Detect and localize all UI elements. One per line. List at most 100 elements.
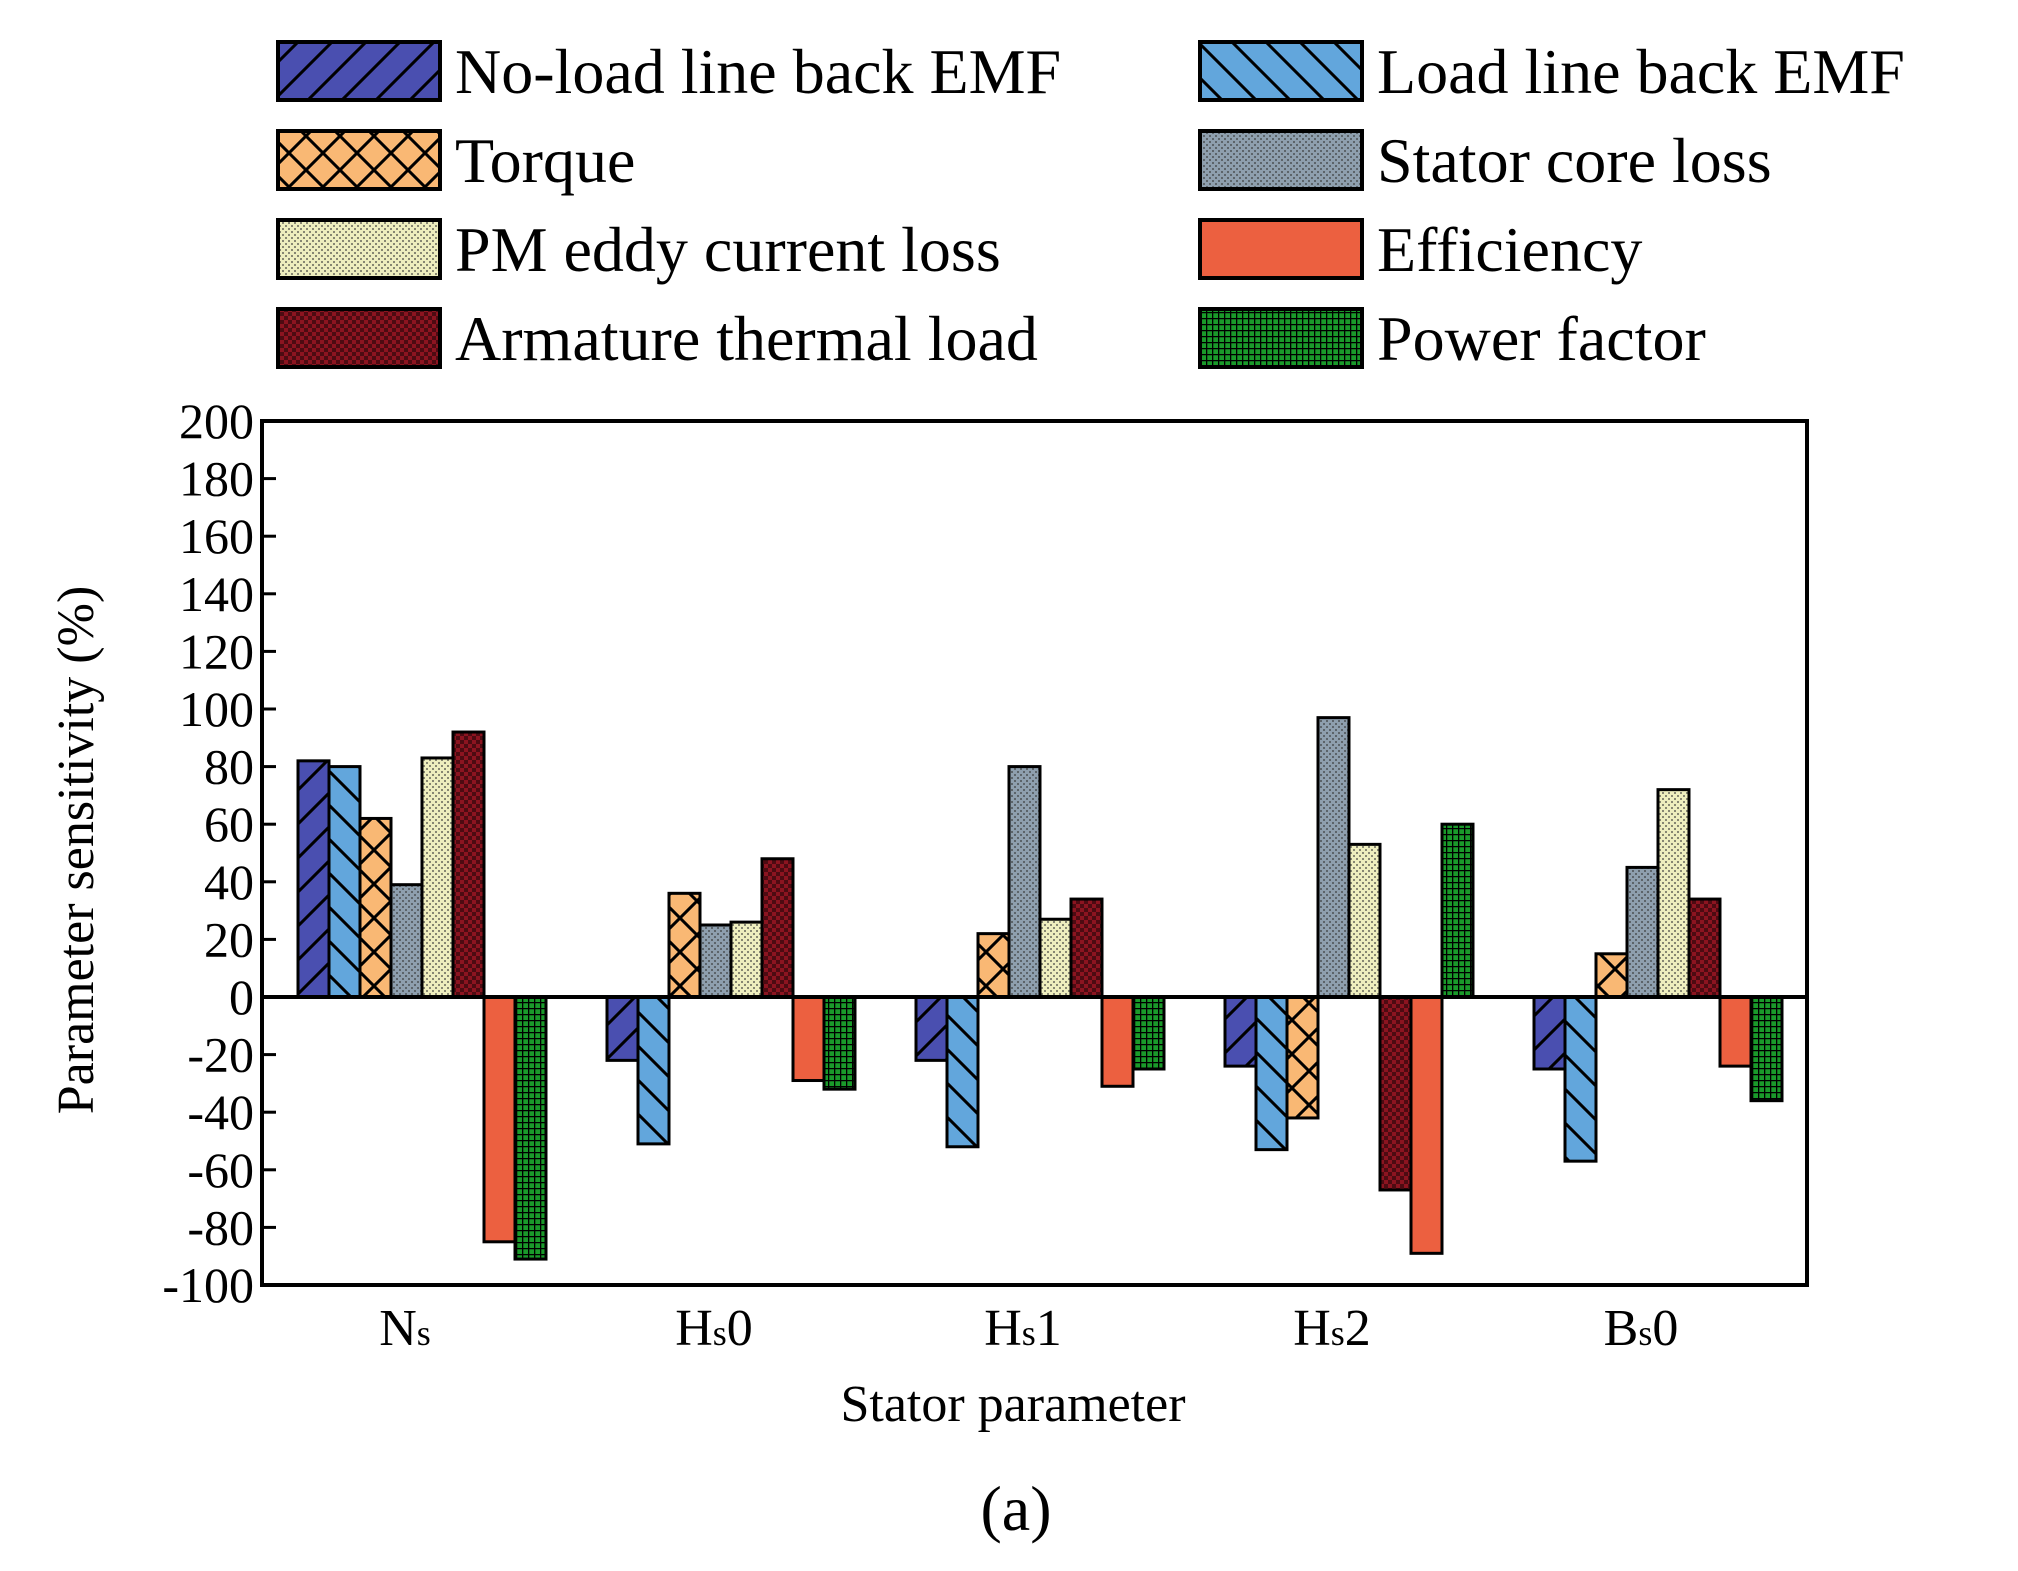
bar xyxy=(791,995,826,1083)
y-tick-label: -60 xyxy=(187,1142,254,1198)
bar-pattern xyxy=(298,760,329,997)
bar xyxy=(1378,995,1413,1192)
bar-pattern xyxy=(1318,717,1349,997)
x-category-label: Hs1 xyxy=(984,1300,1062,1357)
legend-swatch-pattern xyxy=(278,131,440,189)
bar-fill xyxy=(1411,997,1442,1254)
legend-swatch-outline xyxy=(276,129,442,191)
bar xyxy=(667,891,702,999)
legend-label: Efficiency xyxy=(1377,214,1642,285)
bar-pattern xyxy=(453,732,484,997)
legend-swatch-outline xyxy=(276,40,442,102)
legend-swatch-outline xyxy=(1198,129,1364,191)
bar-pattern xyxy=(1256,997,1287,1150)
y-tick-label: 60 xyxy=(204,796,254,852)
y-tick-label: 0 xyxy=(229,969,254,1025)
legend-label: Torque xyxy=(455,125,635,196)
bar xyxy=(420,756,455,999)
y-tick-label: 140 xyxy=(179,566,254,622)
bar xyxy=(1254,995,1289,1152)
bar xyxy=(451,730,486,999)
bar-pattern xyxy=(607,997,638,1061)
y-axis: 200180160140120100806040200-20-40-60-80-… xyxy=(162,393,276,1313)
plot-frame xyxy=(260,419,1809,1287)
bar-pattern xyxy=(762,858,793,997)
bar-pattern xyxy=(1442,824,1473,997)
legend-item: Stator core loss xyxy=(1198,125,1772,196)
bar-pattern xyxy=(1596,953,1627,997)
legend-swatch-pattern xyxy=(1200,131,1362,189)
bar xyxy=(482,995,517,1244)
y-tick-label: 160 xyxy=(179,508,254,564)
y-tick-label: -100 xyxy=(162,1257,254,1313)
legend-label: No-load line back EMF xyxy=(455,36,1061,107)
bar-fill xyxy=(1720,997,1751,1067)
bar xyxy=(605,995,640,1062)
bar xyxy=(1316,716,1351,999)
x-axis: Ns Hs0 Hs1 Hs2 Bs0 xyxy=(379,1300,1678,1357)
bar xyxy=(389,883,424,999)
bar xyxy=(513,995,548,1261)
bar xyxy=(945,995,980,1149)
bar-pattern xyxy=(515,997,546,1260)
bar xyxy=(1718,995,1753,1068)
legend-swatch-outline xyxy=(276,307,442,369)
bar xyxy=(636,995,671,1146)
legend-item: Power factor xyxy=(1198,303,1706,374)
legend-swatch-pattern xyxy=(1200,42,1362,100)
bar-pattern xyxy=(731,922,762,997)
legend-swatch-pattern xyxy=(278,42,440,100)
legend-item: No-load line back EMF xyxy=(276,36,1061,107)
bar xyxy=(327,765,362,999)
bar xyxy=(760,857,795,999)
bar-pattern xyxy=(1689,899,1720,997)
bar xyxy=(1347,842,1382,999)
legend-label: Power factor xyxy=(1377,303,1706,374)
y-tick-label: 120 xyxy=(179,623,254,679)
panel-label: (a) xyxy=(980,1473,1051,1544)
bar xyxy=(1223,995,1258,1068)
bar-pattern xyxy=(1040,919,1071,997)
legend-swatch-outline xyxy=(1198,218,1364,280)
bar xyxy=(1532,995,1567,1071)
legend-item: Torque xyxy=(276,125,635,196)
legend-swatch-outline xyxy=(1198,40,1364,102)
x-category-label: Hs2 xyxy=(1293,1300,1371,1357)
bar xyxy=(296,759,331,999)
y-tick-label: -20 xyxy=(187,1027,254,1083)
bar-pattern xyxy=(1534,997,1565,1069)
bar-pattern xyxy=(329,766,360,997)
bar-pattern xyxy=(1133,997,1164,1069)
bar xyxy=(1625,865,1660,999)
y-tick-label: 40 xyxy=(204,854,254,910)
y-tick-label: 100 xyxy=(179,681,254,737)
y-tick-label: 20 xyxy=(204,911,254,967)
x-category-label: Bs0 xyxy=(1604,1300,1679,1357)
bar xyxy=(822,995,857,1091)
bar-pattern xyxy=(1627,867,1658,997)
legend-swatch-outline xyxy=(1198,307,1364,369)
bar-pattern xyxy=(1009,766,1040,997)
legend-item: Load line back EMF xyxy=(1198,36,1905,107)
bar xyxy=(1687,897,1722,999)
legend-item: Armature thermal load xyxy=(276,303,1038,374)
legend: No-load line back EMF Load line back EMF T… xyxy=(276,36,1905,374)
bar xyxy=(1594,952,1629,999)
legend-label: Load line back EMF xyxy=(1377,36,1905,107)
y-tick-label: -80 xyxy=(187,1199,254,1255)
bar xyxy=(698,923,733,999)
bar xyxy=(1285,995,1320,1120)
legend-swatch xyxy=(1200,220,1362,278)
bar xyxy=(1656,788,1691,999)
bar-pattern xyxy=(1380,997,1411,1190)
bar-pattern xyxy=(1225,997,1256,1067)
bar-pattern xyxy=(638,997,669,1144)
y-tick-label: 80 xyxy=(204,739,254,795)
bar xyxy=(358,816,393,999)
bar xyxy=(1007,765,1042,999)
legend-swatch-pattern xyxy=(1200,309,1362,367)
bar-pattern xyxy=(360,818,391,997)
bar-pattern xyxy=(978,933,1009,997)
bar xyxy=(1038,917,1073,999)
bar-pattern xyxy=(1349,844,1380,997)
